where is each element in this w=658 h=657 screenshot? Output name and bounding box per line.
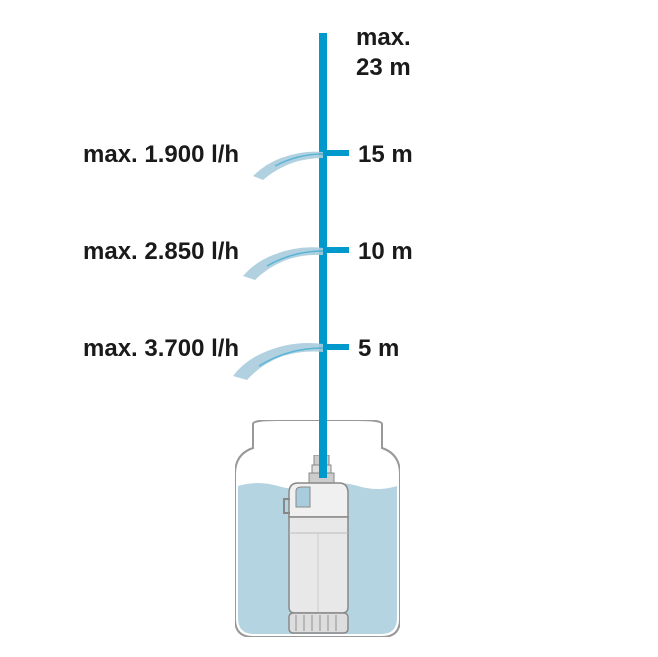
tick-5m	[327, 344, 349, 350]
max-height-label: max. 23 m	[356, 23, 411, 83]
spray-icon-15m	[253, 144, 323, 184]
max-prefix: max.	[356, 24, 411, 51]
max-value: 23 m	[356, 54, 411, 81]
height-label-10m: 10 m	[358, 238, 413, 266]
spray-icon-10m	[243, 240, 323, 284]
height-label-15m: 15 m	[358, 141, 413, 169]
height-label-5m: 5 m	[358, 335, 399, 363]
pump-performance-diagram: max. 23 m 15 m max. 1.900 l/h 10 m max. …	[0, 0, 658, 657]
flow-label-2850: max. 2.850 l/h	[83, 238, 239, 266]
flow-label-3700: max. 3.700 l/h	[83, 335, 239, 363]
tick-15m	[327, 150, 349, 156]
tick-10m	[327, 247, 349, 253]
spray-icon-5m	[233, 336, 323, 384]
flow-label-1900: max. 1.900 l/h	[83, 141, 239, 169]
submersible-pump-icon	[276, 455, 361, 637]
